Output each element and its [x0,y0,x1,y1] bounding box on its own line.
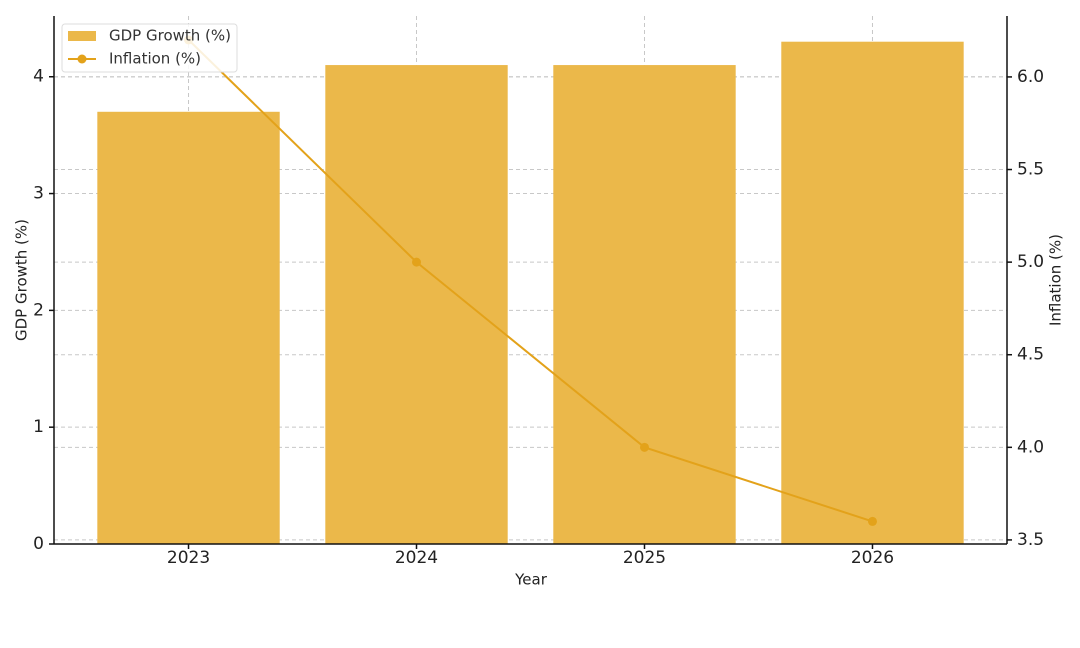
y2-tick-label: 6.0 [1017,67,1044,87]
legend-label: Inflation (%) [109,50,201,68]
marks [97,35,964,545]
bar [325,65,508,544]
legend-marker [77,54,87,64]
legend-swatch [68,31,96,41]
y-tick-label: 0 [33,534,44,554]
y-tick-label: 2 [33,300,44,320]
legend-box [61,23,238,73]
y2-tick-label: 4.5 [1017,345,1044,365]
bar [97,111,280,545]
y2-tick-label: 5.5 [1017,160,1044,180]
y2-tick-label: 5.0 [1017,252,1044,272]
x-tick-label: 2024 [395,548,438,568]
point [639,442,649,452]
line [187,39,873,523]
legend: GDP Growth (%) Inflation (%) [61,23,238,73]
x-axis-label: Year [514,571,548,589]
point [867,516,877,526]
y2-tick-label: 3.5 [1017,530,1044,550]
y-tick-label: 3 [33,184,44,204]
y2-tick-label: 4.0 [1017,437,1044,457]
x-tick-label: 2023 [167,548,210,568]
y-tick-label: 4 [33,67,44,87]
bar [553,65,736,544]
y-axis-label: GDP Growth (%) [13,219,31,341]
x-tick-label: 2026 [851,548,894,568]
y-tick-label: 1 [33,417,44,437]
y2-axis-label: Inflation (%) [1047,234,1065,326]
legend-label: GDP Growth (%) [109,27,231,45]
x-tick-label: 2025 [623,548,666,568]
point [412,257,422,267]
bar [781,41,964,544]
